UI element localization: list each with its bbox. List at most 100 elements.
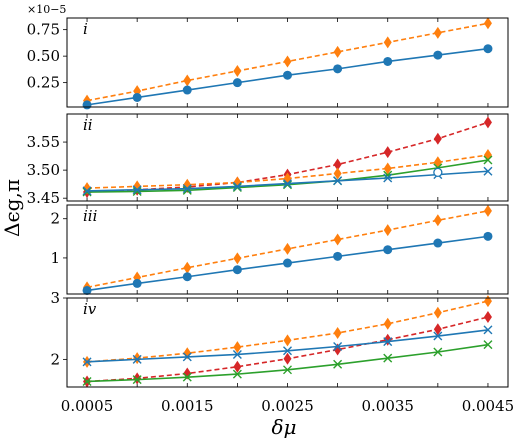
data-point <box>82 100 92 110</box>
data-point <box>283 352 292 365</box>
data-point <box>483 155 493 165</box>
y-tick-label: 1 <box>50 249 60 267</box>
data-point <box>232 349 242 359</box>
panel-frame <box>66 204 509 295</box>
panel-frame <box>66 113 509 202</box>
data-point <box>483 325 493 335</box>
data-point <box>82 186 92 196</box>
panel-frame <box>66 17 509 108</box>
data-point <box>333 341 343 351</box>
y-tick-label: 3.45 <box>27 189 60 207</box>
axis-multiplier: ×10−5 <box>27 3 66 16</box>
data-point <box>483 295 492 308</box>
data-point <box>433 26 442 39</box>
data-point <box>132 185 142 195</box>
data-point <box>483 44 493 54</box>
data-point <box>232 181 242 191</box>
y-tick-label: 2 <box>50 350 60 368</box>
data-point <box>283 346 292 356</box>
data-point <box>283 258 292 268</box>
data-point <box>383 245 393 255</box>
y-tick-label: 0.50 <box>27 47 60 65</box>
data-point <box>383 173 393 183</box>
panel-label: iii <box>83 207 98 225</box>
data-point <box>383 36 392 49</box>
y-tick-label: 3 <box>50 289 60 307</box>
data-point <box>383 224 392 237</box>
x-axis-label: δμ <box>271 415 296 439</box>
data-point <box>82 376 92 386</box>
data-point <box>433 50 443 60</box>
data-point <box>232 265 242 275</box>
data-point <box>283 179 292 189</box>
data-point <box>433 156 442 169</box>
data-point <box>132 278 142 288</box>
y-tick-label: 0.25 <box>27 74 60 92</box>
data-point <box>383 317 392 330</box>
data-point <box>132 375 142 385</box>
data-point <box>182 184 192 194</box>
data-point <box>483 116 492 129</box>
data-point <box>233 360 242 373</box>
data-point <box>383 353 393 363</box>
data-point <box>333 233 342 246</box>
data-point <box>232 78 242 88</box>
data-point <box>182 185 192 195</box>
data-point <box>433 238 443 248</box>
data-point <box>283 70 292 80</box>
data-point <box>82 285 92 295</box>
data-point <box>233 64 242 77</box>
data-point <box>283 180 292 190</box>
series-line <box>86 316 489 383</box>
data-point <box>283 242 292 255</box>
data-point <box>383 337 393 347</box>
data-point <box>483 17 492 30</box>
data-point <box>233 252 242 265</box>
panel-iv: 2 3 iv <box>50 289 509 388</box>
data-point <box>333 167 342 180</box>
data-point <box>333 359 343 369</box>
data-point <box>483 340 493 350</box>
data-point <box>433 331 443 341</box>
data-point <box>333 45 342 58</box>
data-point <box>383 146 392 159</box>
x-tick-label: 0.0045 <box>462 397 515 415</box>
y-tick-label: 3.50 <box>27 161 60 179</box>
x-tick-label: 0.0015 <box>161 397 214 415</box>
data-point <box>333 326 342 339</box>
data-point <box>383 56 393 66</box>
data-point <box>232 183 242 193</box>
y-axis-label: Δϵg,π <box>0 179 24 237</box>
data-point <box>483 231 493 241</box>
data-point <box>183 74 192 87</box>
panel-i: 0.25 0.50 0.75 i ×10−5 <box>27 3 509 110</box>
chart-panels: 0.25 0.50 0.75 i ×10−5 3.45 3.50 3.55 ii 1 2 iii 2 3 i… <box>27 3 515 415</box>
data-point <box>333 176 343 186</box>
data-point <box>433 167 443 178</box>
data-point <box>433 132 442 145</box>
data-point <box>333 158 342 171</box>
data-point <box>232 369 242 379</box>
data-point <box>183 261 192 274</box>
data-point <box>182 272 192 282</box>
data-point <box>182 85 192 95</box>
y-axis-label-text: Δϵg,π <box>0 179 24 237</box>
panel-label: iv <box>83 300 97 318</box>
data-point <box>82 357 92 367</box>
data-point <box>433 306 442 319</box>
data-point <box>82 187 92 197</box>
data-point <box>132 92 142 102</box>
data-point <box>283 55 292 68</box>
x-tick-label: 0.0005 <box>61 397 114 415</box>
panel-frame <box>66 297 509 388</box>
data-point <box>233 341 242 354</box>
data-point <box>433 347 443 357</box>
panel-label: ii <box>83 116 93 134</box>
panel-label: i <box>83 20 88 38</box>
data-point <box>182 352 192 362</box>
data-point <box>433 214 442 227</box>
data-point <box>283 334 292 347</box>
data-point <box>132 186 142 196</box>
y-tick-label: 3.55 <box>27 133 60 151</box>
